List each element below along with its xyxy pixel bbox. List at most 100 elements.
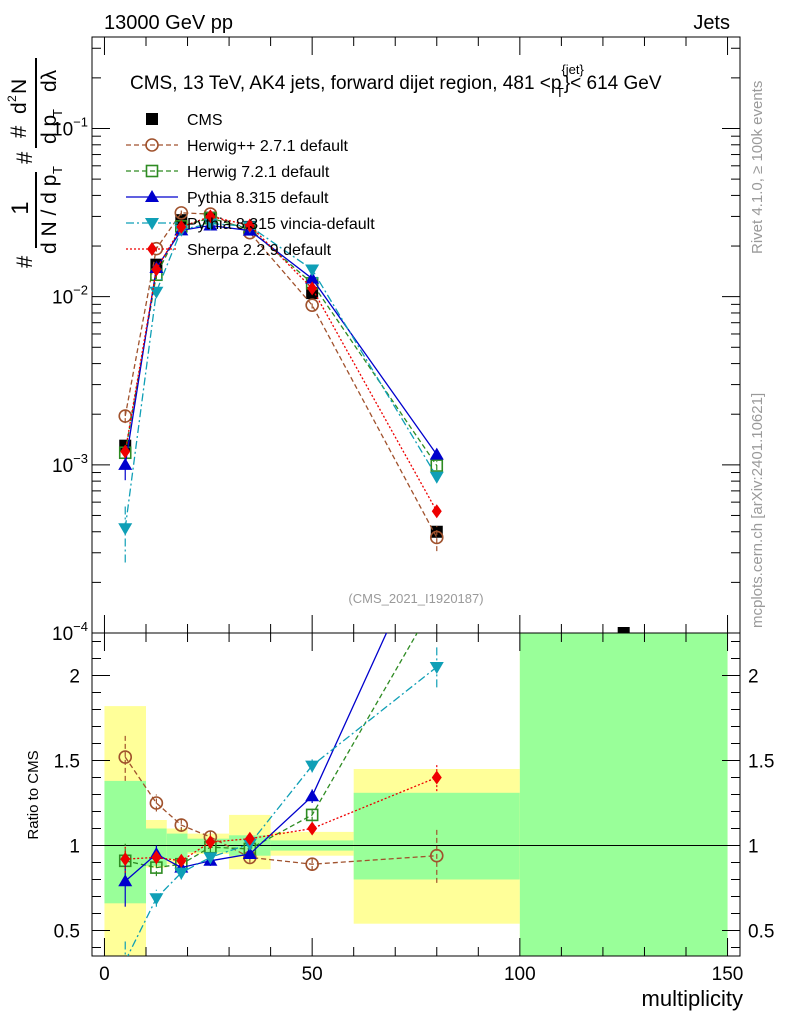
- data-point: [205, 209, 216, 224]
- chart-title: CMS, 13 TeV, AK4 jets, forward dijet reg…: [130, 62, 662, 100]
- y-tick-label: 10−3: [52, 451, 88, 477]
- data-point: [145, 164, 159, 178]
- data-point: [174, 206, 189, 220]
- ratio-tick-label-right: 2: [748, 667, 759, 688]
- ratio-ylabel: Ratio to CMS: [25, 750, 42, 839]
- legend-entry: Sherpa 2.2.9 default: [126, 242, 332, 259]
- data-point: [617, 627, 630, 633]
- header-left: 13000 GeV pp: [104, 12, 233, 34]
- data-point: [118, 457, 133, 470]
- ratio-tick-label-left: 1.5: [54, 752, 80, 773]
- data-point: [203, 852, 218, 865]
- data-point: [118, 874, 133, 887]
- svg-text:T: T: [50, 166, 65, 174]
- legend-label: CMS: [187, 112, 223, 129]
- band-stat: [519, 633, 728, 956]
- data-point: [205, 835, 216, 850]
- legend-entry-cms: CMS: [146, 112, 223, 129]
- legend: CMS Herwig++ 2.7.1 default Herwig 7.2.1 de…: [126, 112, 375, 259]
- data-point: [118, 409, 133, 423]
- ratio-tick-label-left: 0.5: [54, 922, 80, 943]
- svg-text:#: #: [6, 125, 31, 138]
- data-point: [174, 818, 189, 832]
- svg-text:d N / d p: d N / d p: [38, 175, 61, 254]
- data-point: [431, 770, 442, 785]
- data-point: [429, 662, 444, 674]
- svg-text:2: 2: [5, 95, 19, 102]
- data-point: [307, 281, 318, 296]
- data-point: [151, 262, 162, 277]
- series-line: [124, 215, 438, 512]
- legend-label: Pythia 8.315 default: [187, 190, 329, 207]
- data-point: [429, 471, 444, 484]
- x-tick-label: 0: [99, 964, 110, 985]
- data-point: [305, 760, 320, 773]
- data-point: [242, 847, 257, 859]
- main-panel-curves: [118, 206, 630, 633]
- data-point: [203, 218, 218, 231]
- data-point: [145, 190, 159, 202]
- ratio-tick-label-right: 1.5: [748, 752, 774, 773]
- ratio-tick-label-right: 0.5: [748, 922, 774, 943]
- x-tick-label: 150: [712, 964, 744, 985]
- data-point: [145, 138, 159, 152]
- legend-entry: Pythia 8.315 default: [126, 190, 329, 207]
- data-point: [145, 218, 159, 230]
- data-point: [151, 850, 162, 865]
- y-tick-label: 10−2: [52, 283, 88, 309]
- data-point: [430, 459, 444, 472]
- y-tick-label: 10−4: [52, 619, 88, 645]
- data-point: [118, 523, 133, 536]
- series-line: [124, 212, 438, 538]
- data-point: [174, 867, 189, 880]
- data-point: [120, 852, 131, 867]
- data-point: [305, 857, 319, 872]
- data-point: [149, 893, 164, 906]
- ratio-tick-label-left: 1: [69, 837, 80, 858]
- series-curves: [118, 206, 630, 968]
- x-axis-label: multiplicity: [642, 986, 743, 1011]
- data-point: [429, 848, 444, 863]
- mcplots-credit-label: mcplots.cern.ch [arXiv:2401.10621]: [749, 393, 766, 628]
- data-point: [244, 218, 255, 233]
- data-point: [305, 271, 320, 284]
- svg-text:N: N: [8, 79, 31, 94]
- svg-text:d: d: [8, 102, 31, 114]
- header-right: Jets: [693, 12, 730, 34]
- rivet-version-label: Rivet 4.1.0, ≥ 100k events: [749, 81, 766, 254]
- data-point: [244, 831, 255, 846]
- data-point: [147, 242, 157, 256]
- series-line: [124, 222, 438, 529]
- data-point: [431, 504, 442, 519]
- data-point: [149, 796, 164, 810]
- legend-label: Herwig++ 2.7.1 default: [187, 138, 349, 155]
- svg-text:#: #: [12, 255, 37, 268]
- ratio-panel-curves: [118, 633, 444, 968]
- legend-entry: Pythia 8.315 vincia-default: [126, 216, 375, 233]
- analysis-watermark: (CMS_2021_I1920187): [348, 591, 483, 606]
- svg-text:1: 1: [7, 201, 34, 214]
- data-point: [120, 444, 131, 459]
- data-point: [429, 447, 444, 460]
- y-tick-label: 10−1: [52, 114, 88, 140]
- x-tick-label: 100: [504, 964, 536, 985]
- legend-label: Herwig 7.2.1 default: [187, 164, 330, 181]
- main-ylabel: # 1 d N / d p T # d p T # d 2 N dλ: [5, 58, 65, 268]
- data-point: [305, 789, 320, 802]
- legend-entry: Herwig 7.2.1 default: [126, 164, 330, 181]
- svg-text:d p: d p: [38, 115, 61, 144]
- svg-text:dλ: dλ: [38, 69, 61, 92]
- data-point: [146, 113, 158, 125]
- data-point: [176, 219, 187, 234]
- x-tick-label: 50: [302, 964, 323, 985]
- data-point: [305, 298, 319, 312]
- series-line: [124, 224, 438, 465]
- svg-text:#: #: [12, 151, 37, 164]
- legend-label: Sherpa 2.2.9 default: [187, 242, 332, 259]
- ratio-tick-label-left: 2: [69, 667, 80, 688]
- svg-text:T: T: [50, 109, 65, 117]
- data-point: [118, 750, 133, 764]
- data-point: [176, 853, 187, 868]
- data-point: [118, 956, 132, 968]
